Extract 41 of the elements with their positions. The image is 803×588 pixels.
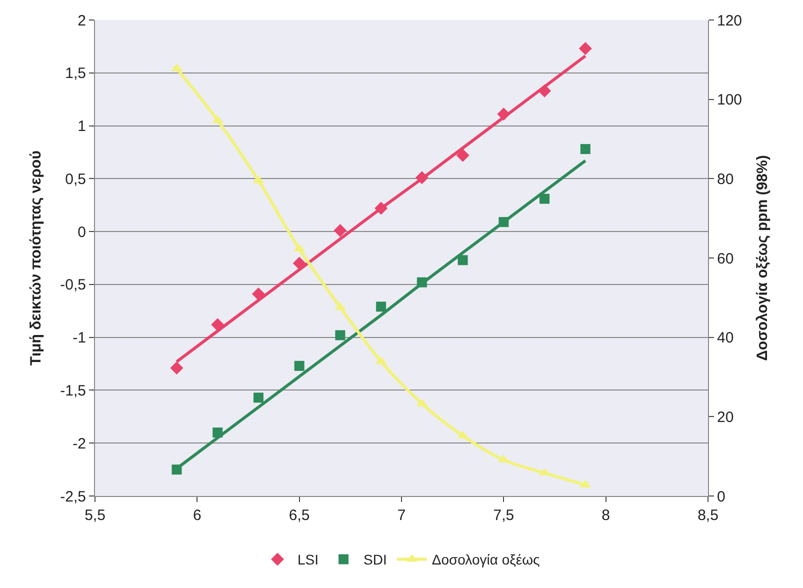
- x-tick-label: 8: [602, 507, 610, 524]
- legend-label: Δοσολογία οξέως: [432, 552, 540, 568]
- y-tick-label: 0: [78, 224, 86, 241]
- y2-tick-label: 80: [717, 170, 734, 188]
- legend-label: SDI: [364, 552, 387, 568]
- y-tick-label: 0,5: [65, 170, 86, 188]
- y2-tick-label: 40: [717, 330, 734, 347]
- point: [170, 362, 184, 375]
- x-tick-label: 5,5: [84, 507, 106, 524]
- y-tick-label: 1: [78, 118, 86, 136]
- legend-label: LSI: [298, 552, 319, 568]
- y2-tick-label: 100: [717, 92, 742, 109]
- y-tick-label: -1,5: [60, 382, 86, 400]
- y-tick-label: 2: [78, 12, 86, 30]
- y-tick-label: -0,5: [60, 276, 86, 294]
- point: [376, 302, 386, 312]
- x-tick-label: 7,5: [493, 507, 514, 524]
- point: [540, 194, 550, 204]
- point: [458, 255, 468, 266]
- y2-tick-label: 60: [717, 250, 734, 268]
- y2-tick-label: 0: [717, 488, 726, 506]
- point: [456, 148, 470, 162]
- point: [578, 42, 592, 56]
- x-tick-label: 6: [193, 507, 202, 524]
- x-tick-label: 7: [397, 507, 406, 524]
- point: [294, 360, 304, 371]
- y-tick-label: -1: [72, 330, 86, 347]
- point: [335, 330, 346, 340]
- y-tick-label: -2: [72, 435, 86, 452]
- x-tick-label: 6,5: [288, 507, 310, 524]
- y2-tick-label: 20: [717, 408, 734, 426]
- point: [580, 144, 590, 154]
- y-tick-label: 1,5: [65, 65, 86, 82]
- y-axis-title: Τιμή δεικτών ποιότητας νερού: [27, 150, 44, 366]
- point: [253, 392, 264, 403]
- x-tick-label: 8,5: [698, 507, 718, 524]
- point: [334, 224, 347, 237]
- point: [252, 287, 265, 300]
- y-tick-label: -2,5: [60, 488, 86, 506]
- y2-axis-title: Δοσολογία οξέως ppm (98%): [754, 155, 772, 361]
- y2-tick-label: 120: [717, 12, 742, 30]
